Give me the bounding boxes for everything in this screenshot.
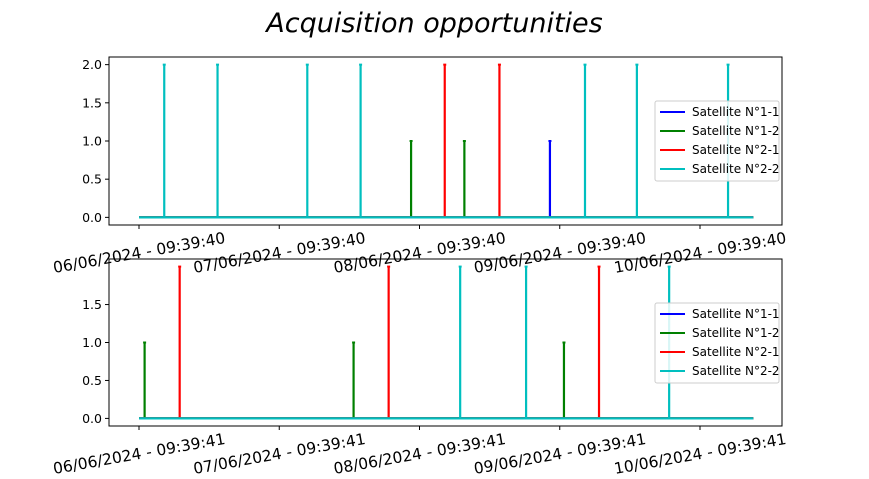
legend-label: Satellite N°2-1 <box>692 143 780 157</box>
legend: Satellite N°1-1 Satellite N°1-2 Satellite … <box>654 100 780 182</box>
y-tick-label: 0.0 <box>82 210 102 225</box>
plot-area <box>139 63 754 219</box>
bottom-panel: 0.00.51.01.506/06/2024 - 09:39:4107/06/2… <box>52 258 788 478</box>
y-tick-label: 0.5 <box>82 172 102 187</box>
legend-label: Satellite N°1-1 <box>692 105 780 119</box>
legend-label: Satellite N°2-2 <box>692 364 780 378</box>
y-tick-label: 1.0 <box>82 335 102 350</box>
y-tick-label: 0.5 <box>82 373 102 388</box>
plot-area <box>139 265 754 420</box>
legend: Satellite N°1-1 Satellite N°1-2 Satellite … <box>654 302 780 384</box>
y-tick-label: 1.5 <box>82 297 102 312</box>
series-4 <box>139 63 754 219</box>
legend-label: Satellite N°2-2 <box>692 162 780 176</box>
y-tick-label: 1.0 <box>82 134 102 149</box>
legend-label: Satellite N°1-2 <box>692 326 780 340</box>
y-tick-label: 1.5 <box>82 95 102 110</box>
legend-label: Satellite N°1-1 <box>692 307 780 321</box>
chart-title: Acquisition opportunities <box>264 8 602 39</box>
legend-label: Satellite N°2-1 <box>692 345 780 359</box>
top-panel: 0.00.51.01.52.006/06/2024 - 09:39:4007/0… <box>52 56 788 277</box>
y-tick-label: 0.0 <box>82 411 102 426</box>
y-tick-label: 2.0 <box>82 57 102 72</box>
legend-label: Satellite N°1-2 <box>692 124 780 138</box>
